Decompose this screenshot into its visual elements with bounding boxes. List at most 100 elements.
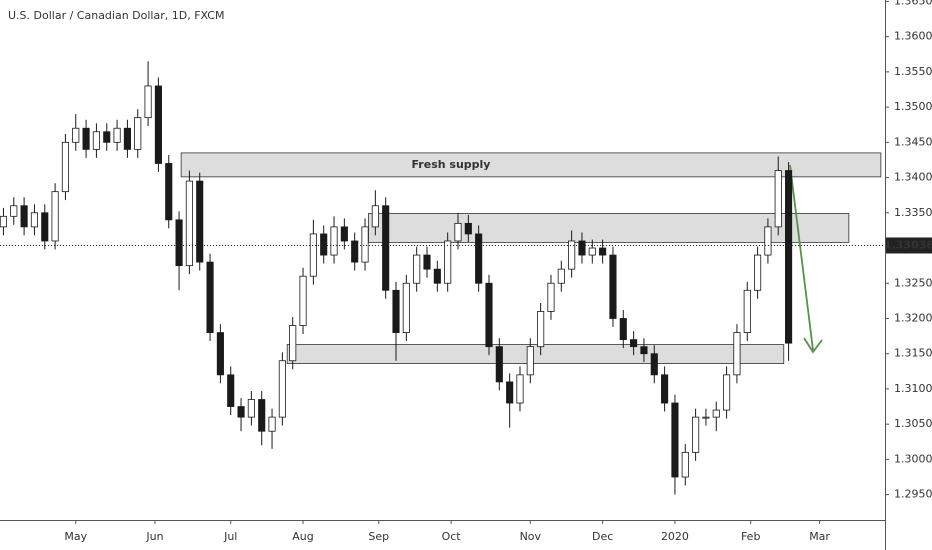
last-price-label: 1.33036 — [884, 238, 932, 251]
candle-body — [547, 282, 555, 312]
candle-body — [578, 240, 586, 256]
chart-title: U.S. Dollar / Canadian Dollar, 1D, FXCM — [8, 9, 224, 22]
candle-body — [681, 451, 689, 478]
candle-body — [599, 247, 607, 256]
candle-body — [506, 381, 514, 404]
candle-body — [61, 141, 69, 193]
candle-body — [247, 399, 255, 418]
y-tick-label: 1.36500 — [894, 0, 932, 7]
y-tick-label: 1.30500 — [894, 417, 932, 430]
candle-body — [702, 416, 710, 419]
x-tick-label: 2020 — [661, 530, 689, 543]
candle-body — [588, 247, 596, 256]
candle-body — [330, 226, 338, 256]
candle-body — [134, 117, 142, 150]
zone — [286, 344, 785, 364]
candle-body — [630, 339, 638, 348]
arrow-shaft — [789, 164, 814, 351]
candle-body — [464, 222, 472, 235]
candle-body — [268, 416, 276, 432]
zone-label: Fresh supply — [412, 158, 491, 171]
candle-body — [185, 180, 193, 267]
y-tick-label: 1.34000 — [894, 171, 932, 184]
candle-body — [495, 346, 503, 383]
y-tick-label: 1.35000 — [894, 100, 932, 113]
last-price-box — [886, 237, 932, 254]
candle-body — [444, 240, 452, 284]
candle-body — [526, 346, 534, 376]
candle-body — [20, 205, 28, 228]
candle-body — [475, 233, 483, 284]
candle-body — [165, 163, 173, 221]
candle-body — [743, 289, 751, 333]
x-tick-label: Mar — [809, 530, 830, 543]
arrow-head — [803, 337, 823, 354]
candle-body — [175, 219, 183, 267]
y-tick-label: 1.35500 — [894, 65, 932, 78]
candle-body — [671, 402, 679, 478]
candle-body — [103, 131, 111, 143]
y-tick-label: 1.31500 — [894, 347, 932, 360]
candle-body — [402, 282, 410, 333]
x-tick-label: Sep — [368, 530, 389, 543]
x-tick-label: Aug — [292, 530, 313, 543]
x-tick-label: Dec — [592, 530, 613, 543]
candle-body — [537, 311, 545, 348]
candle-body — [733, 332, 741, 376]
zone — [180, 152, 882, 178]
candle-body — [423, 254, 431, 270]
candle-body — [557, 268, 565, 284]
x-tick-label: Jun — [145, 530, 163, 543]
candle-body — [92, 131, 100, 150]
candle-body — [340, 226, 348, 242]
candle-body — [41, 212, 49, 242]
candle-body — [123, 127, 131, 150]
y-tick-label: 1.32000 — [894, 311, 932, 324]
y-tick-label: 1.34500 — [894, 135, 932, 148]
candle-body — [82, 127, 90, 150]
candle-body — [692, 416, 700, 453]
y-tick-label: 1.29500 — [894, 488, 932, 501]
candle-body — [774, 170, 782, 228]
candle-body — [237, 406, 245, 418]
candle-body — [361, 226, 369, 263]
candle-body — [144, 85, 152, 119]
candle-body — [51, 191, 59, 242]
candle-body — [433, 268, 441, 284]
candle-body — [278, 360, 286, 418]
x-tick-label: Jul — [223, 530, 237, 543]
candle-body — [661, 374, 669, 404]
candle-body — [650, 353, 658, 376]
candle-body — [196, 180, 204, 263]
candle-body — [382, 205, 390, 291]
candle-body — [113, 127, 121, 143]
x-tick-label: May — [64, 530, 87, 543]
candle-body — [30, 212, 38, 228]
candle-body — [516, 374, 524, 404]
x-tick-label: Nov — [520, 530, 542, 543]
candle-body — [785, 170, 793, 344]
y-tick-label: 1.33500 — [894, 206, 932, 219]
candle-body — [754, 254, 762, 291]
candle-body — [413, 254, 421, 284]
candle-body — [309, 233, 317, 277]
candle-body — [723, 374, 731, 411]
candle-body — [712, 409, 720, 418]
candle-body — [764, 226, 772, 256]
candle-body — [299, 275, 307, 326]
candle-body — [320, 233, 328, 256]
candle-body — [216, 332, 224, 376]
y-tick-label: 1.31000 — [894, 382, 932, 395]
x-tick-label: Feb — [741, 530, 760, 543]
candle-body — [371, 205, 379, 228]
candle-body — [227, 374, 235, 407]
candle-body — [206, 261, 214, 333]
y-tick-label: 1.32500 — [894, 276, 932, 289]
candle-body — [392, 289, 400, 333]
candle-body — [640, 346, 648, 355]
candle-body — [72, 127, 80, 143]
candle-body — [10, 205, 18, 217]
candle-body — [485, 282, 493, 348]
